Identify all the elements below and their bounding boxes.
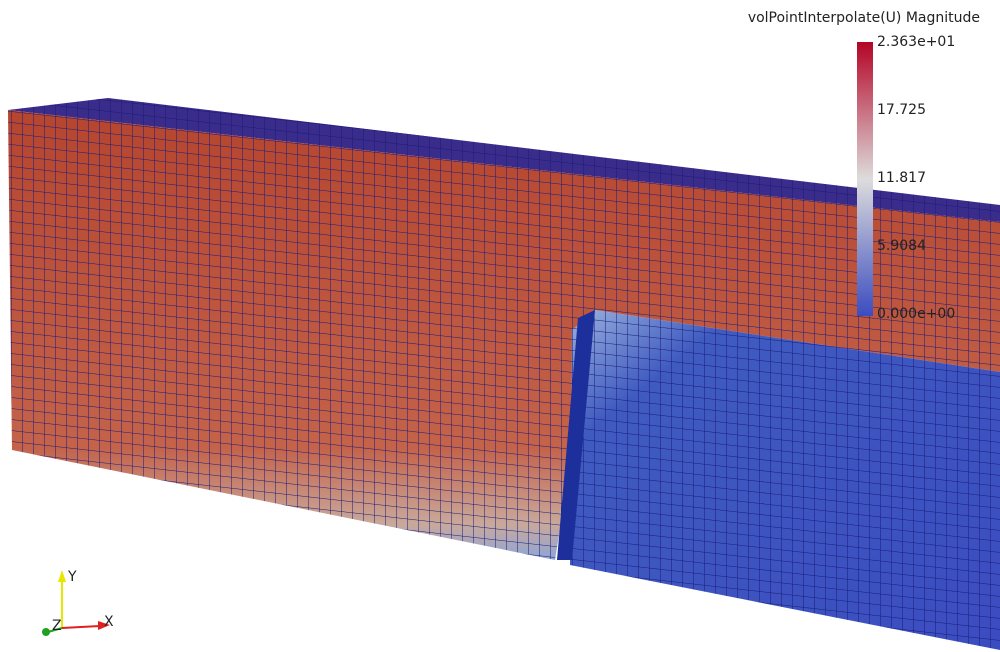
y-arrow [58,570,66,582]
x-axis [61,625,101,629]
legend-label: 17.725 [877,102,926,118]
axis-label: X [104,614,114,630]
legend-label: 11.817 [877,170,926,186]
axis-label: Y [67,569,77,585]
legend-label: 0.000e+00 [877,306,955,322]
legend-label: 2.363e+01 [877,34,955,50]
z-arrow [42,628,50,636]
z-axis [47,627,63,633]
legend-label: 5.9084 [877,238,926,254]
legend-title: volPointInterpolate(U) Magnitude [748,10,980,26]
orientation-axes: Y Z X [42,569,114,636]
step-wall [557,310,595,560]
step-block-mesh [570,310,1000,650]
axis-label: Z [52,618,62,634]
top-face-mesh [8,98,1000,222]
color-legend: volPointInterpolate(U) Magnitude 2.363e+… [748,10,980,322]
front-face-mesh [8,110,1000,560]
legend-bar [857,42,873,316]
mesh-geometry [8,98,1000,650]
x-arrow [98,621,110,630]
